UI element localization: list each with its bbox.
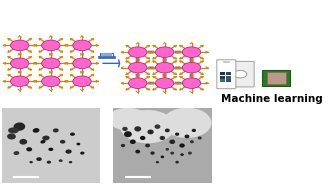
Ellipse shape <box>120 110 175 143</box>
Ellipse shape <box>69 161 72 163</box>
Ellipse shape <box>13 122 25 131</box>
Circle shape <box>160 136 165 140</box>
Circle shape <box>182 78 201 88</box>
Bar <box>175 67 181 69</box>
Circle shape <box>145 144 150 147</box>
Circle shape <box>129 47 147 57</box>
Bar <box>267 72 286 84</box>
Circle shape <box>155 47 174 57</box>
Circle shape <box>190 140 194 143</box>
Circle shape <box>130 139 136 144</box>
Bar <box>148 67 154 69</box>
Circle shape <box>121 144 125 147</box>
Circle shape <box>129 62 147 73</box>
Circle shape <box>134 126 141 132</box>
Text: Machine learning: Machine learning <box>221 94 323 105</box>
Bar <box>226 76 231 79</box>
Bar <box>223 61 230 63</box>
Circle shape <box>154 124 160 129</box>
Circle shape <box>184 135 190 138</box>
Circle shape <box>73 40 91 51</box>
Bar <box>136 74 139 77</box>
Ellipse shape <box>30 161 33 163</box>
Circle shape <box>10 58 29 69</box>
Ellipse shape <box>42 136 50 140</box>
Circle shape <box>234 70 247 78</box>
Circle shape <box>161 156 164 158</box>
Circle shape <box>182 47 201 57</box>
Bar <box>148 51 154 53</box>
Circle shape <box>147 129 154 134</box>
Ellipse shape <box>76 143 80 145</box>
Bar <box>175 51 181 53</box>
Bar <box>190 58 193 62</box>
Ellipse shape <box>59 159 63 162</box>
Bar <box>98 56 115 58</box>
Bar <box>220 72 225 75</box>
Circle shape <box>129 78 147 88</box>
Bar <box>136 58 139 62</box>
Circle shape <box>150 151 155 155</box>
Bar <box>163 58 166 62</box>
Bar <box>163 74 166 77</box>
Ellipse shape <box>13 151 19 155</box>
Circle shape <box>73 76 91 87</box>
Circle shape <box>155 62 174 73</box>
Ellipse shape <box>36 157 42 161</box>
Ellipse shape <box>60 140 65 144</box>
Ellipse shape <box>65 149 72 154</box>
Ellipse shape <box>108 108 148 130</box>
Bar <box>226 79 231 82</box>
Ellipse shape <box>162 108 212 138</box>
Circle shape <box>169 139 175 144</box>
Bar <box>100 53 113 57</box>
Circle shape <box>42 40 60 51</box>
Ellipse shape <box>19 139 27 145</box>
Ellipse shape <box>53 128 59 132</box>
Circle shape <box>156 161 159 163</box>
Bar <box>101 53 112 56</box>
Circle shape <box>179 143 185 148</box>
Bar <box>175 82 181 84</box>
Circle shape <box>124 131 132 137</box>
Ellipse shape <box>26 147 32 151</box>
Bar <box>226 72 231 75</box>
Circle shape <box>166 148 169 151</box>
Bar <box>220 76 225 79</box>
Ellipse shape <box>7 133 16 139</box>
Circle shape <box>42 58 60 69</box>
Bar <box>148 82 154 84</box>
Circle shape <box>10 76 29 87</box>
Circle shape <box>180 153 184 156</box>
Ellipse shape <box>33 128 39 133</box>
Circle shape <box>135 150 140 153</box>
Ellipse shape <box>40 140 46 143</box>
Circle shape <box>198 136 202 139</box>
Circle shape <box>165 129 170 132</box>
Circle shape <box>170 152 174 155</box>
Circle shape <box>182 62 201 73</box>
Ellipse shape <box>49 148 53 151</box>
FancyBboxPatch shape <box>217 60 236 89</box>
Bar <box>190 74 193 77</box>
Ellipse shape <box>8 127 19 133</box>
Bar <box>220 79 225 82</box>
Circle shape <box>122 127 128 131</box>
Ellipse shape <box>47 161 51 164</box>
Ellipse shape <box>80 152 85 155</box>
Circle shape <box>155 78 174 88</box>
Circle shape <box>140 136 145 140</box>
Circle shape <box>10 40 29 51</box>
Ellipse shape <box>70 132 75 136</box>
Circle shape <box>188 152 192 155</box>
Circle shape <box>42 76 60 87</box>
Circle shape <box>175 161 179 163</box>
Circle shape <box>192 129 196 132</box>
Circle shape <box>175 132 179 136</box>
Circle shape <box>73 58 91 69</box>
FancyBboxPatch shape <box>226 61 254 87</box>
Bar <box>262 70 290 86</box>
